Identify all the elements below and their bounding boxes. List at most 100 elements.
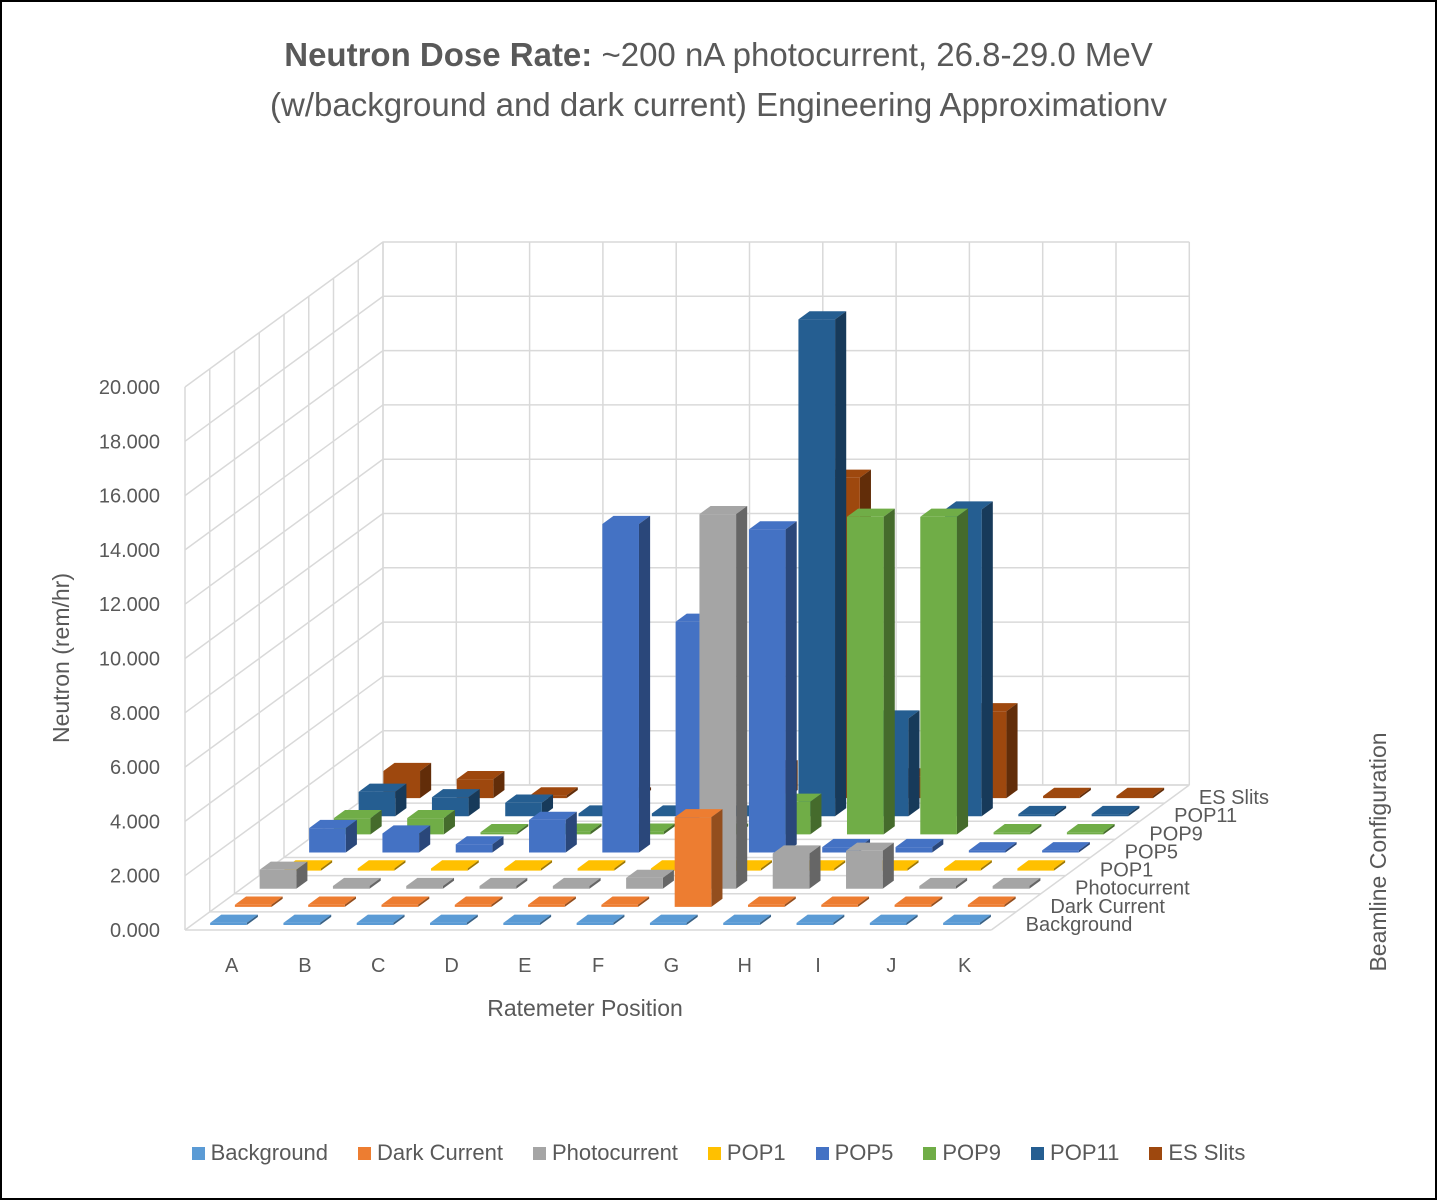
gridline-horizontal — [184, 458, 1190, 605]
bar-pop1-K — [1017, 860, 1066, 871]
bar-pop5-G — [748, 521, 797, 853]
bar-top — [649, 914, 698, 923]
bar-dark-current-C — [381, 896, 430, 907]
bar-side — [370, 809, 382, 835]
gridline-horizontal — [184, 295, 1190, 442]
bar-top — [1043, 787, 1091, 796]
bar-top — [503, 914, 552, 923]
bar-background-C — [356, 914, 405, 926]
bar-side — [296, 861, 308, 889]
bar-top — [869, 914, 918, 923]
bar-side — [468, 789, 480, 817]
bar-top — [920, 508, 969, 517]
bar-side — [393, 914, 405, 926]
bar-front — [748, 529, 786, 853]
y-tick-label: 4.000 — [110, 811, 160, 833]
bar-top — [454, 896, 503, 905]
bar-top — [1042, 842, 1090, 851]
bar-front — [528, 904, 565, 907]
bar-side — [1128, 805, 1140, 817]
bar-front — [943, 922, 980, 926]
bar-top — [821, 896, 870, 905]
bar-top — [456, 770, 505, 780]
bar-top — [504, 860, 553, 869]
bar-pop1-J — [944, 860, 992, 871]
bar-dark-current-A — [234, 896, 283, 907]
bar-side — [981, 501, 993, 817]
bar-side — [419, 825, 431, 853]
bar-side — [908, 710, 920, 817]
chart-title: Neutron Dose Rate: ~200 nA photocurrent,… — [0, 30, 1437, 130]
bar-pop1-B — [357, 860, 406, 871]
bar-photocurrent-G — [699, 505, 748, 889]
bar-front — [699, 514, 737, 889]
bar-top — [846, 842, 894, 851]
bar-side — [394, 860, 406, 871]
bar-side — [541, 794, 554, 817]
x-tick-label: G — [664, 955, 680, 977]
bar-side — [906, 914, 918, 926]
bar-side — [834, 860, 846, 871]
bar-top — [529, 811, 577, 820]
y-tick-label: 10.000 — [99, 649, 160, 671]
bar-side — [882, 842, 894, 889]
bar-top — [747, 896, 796, 905]
bar-front — [993, 832, 1031, 835]
bar-front — [529, 819, 566, 853]
bar-front — [846, 516, 884, 835]
legend: Background Dark Current Photocurrent POP1 PO… — [0, 1140, 1437, 1166]
legend-item: POP9 — [923, 1140, 1001, 1166]
bar-top — [674, 809, 723, 818]
bar-front — [919, 886, 956, 889]
bar-front — [601, 904, 639, 907]
bar-pop5-B — [382, 825, 431, 853]
bar-top — [1017, 860, 1066, 869]
bar-background-E — [503, 914, 552, 926]
bar-side — [566, 787, 578, 799]
bar-pop11-K — [1091, 805, 1140, 817]
bar-front — [869, 922, 907, 926]
depth-label: POP5 — [1125, 841, 1178, 863]
bar-side — [492, 836, 504, 853]
bar-background-J — [869, 914, 918, 926]
bar-pop5-I — [895, 838, 944, 853]
bar-top — [383, 762, 432, 771]
legend-swatch — [358, 1146, 372, 1160]
labels-layer: 0.000 2.000 4.000 6.000 8.000 10.000 12.000 14.… — [48, 377, 1391, 1021]
bar-front — [357, 868, 395, 871]
bar-top — [479, 877, 528, 887]
y-tick-label: 14.000 — [99, 540, 160, 562]
bar-front — [1018, 814, 1055, 817]
bar-top — [968, 842, 1017, 851]
bar-side — [1054, 805, 1067, 817]
bar-side — [956, 508, 969, 835]
legend-item: Photocurrent — [532, 1140, 678, 1166]
bar-front — [503, 922, 540, 926]
bar-side — [420, 762, 432, 799]
bar-side — [760, 860, 772, 871]
legend-label: POP1 — [726, 1140, 786, 1165]
bar-front — [1042, 850, 1079, 853]
bar-front — [454, 904, 492, 907]
bar-pop9-I — [920, 508, 969, 835]
bar-dark-current-K — [967, 896, 1016, 907]
bar-front — [894, 904, 932, 907]
bar-front — [283, 922, 321, 926]
depth-label: ES Slits — [1199, 787, 1269, 809]
bar-side — [809, 845, 821, 889]
bar-top — [505, 794, 554, 803]
bar-front — [1066, 832, 1104, 835]
bar-pop11-G — [798, 311, 847, 817]
bar-front — [723, 922, 760, 926]
bar-top — [577, 860, 626, 869]
y-tick-label: 2.000 — [110, 866, 160, 888]
bar-side — [785, 521, 797, 853]
bar-front — [332, 886, 370, 889]
bar-side — [321, 860, 333, 871]
bar-side — [980, 860, 992, 871]
gridline-horizontal — [184, 241, 1190, 388]
bar-side — [955, 877, 968, 889]
bar-top — [723, 914, 772, 923]
bar-photocurrent-D — [479, 877, 528, 889]
x-tick-label: B — [298, 955, 311, 977]
